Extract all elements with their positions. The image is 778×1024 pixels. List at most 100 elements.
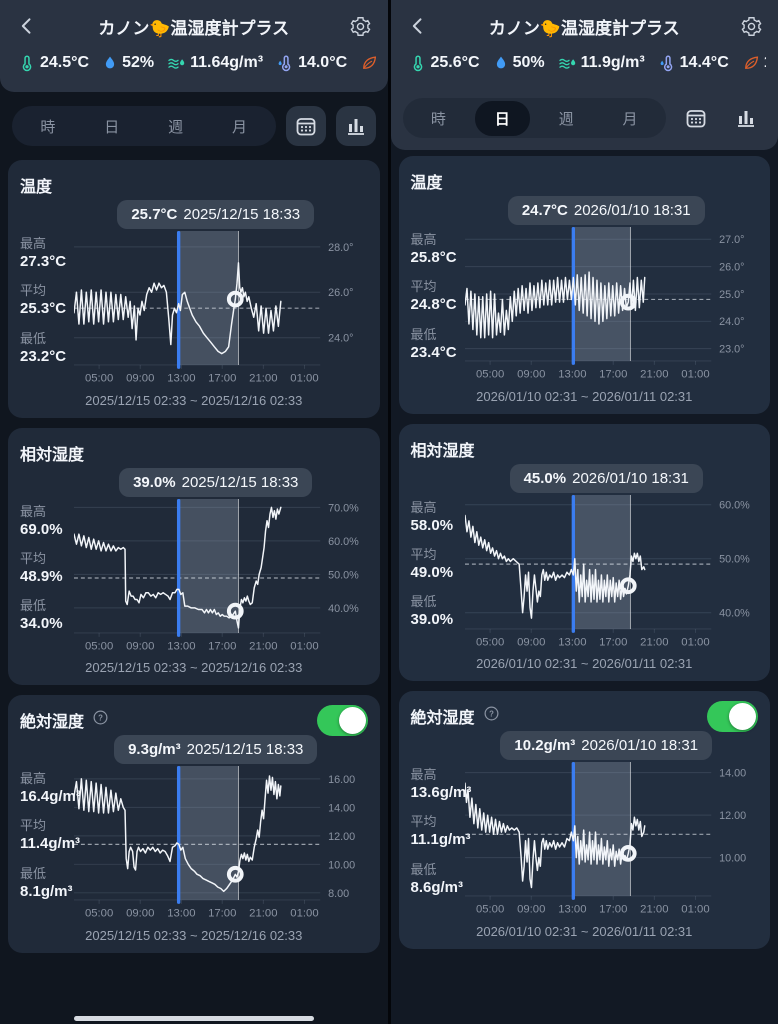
relative-humidity-card: 相対湿度 45.0% 2026/01/10 18:31 最高 58.0% 平均 49.…: [398, 423, 770, 682]
tab-week[interactable]: 週: [558, 110, 574, 128]
question-circle-icon: ?: [484, 706, 498, 721]
help-button[interactable]: ?: [92, 709, 109, 731]
settings-button[interactable]: [736, 11, 766, 41]
svg-text:01:00: 01:00: [681, 636, 709, 648]
tab-hour[interactable]: 時: [430, 110, 446, 128]
svg-text:01:00: 01:00: [681, 369, 709, 381]
temperature-chart[interactable]: 27.0° 26.0° 25.0° 24.0° 23.0° 05:00 09:00 13:00…: [464, 227, 759, 385]
svg-text:13:00: 13:00: [558, 904, 586, 916]
chart-stats-column: 最高 69.0% 平均 48.9% 最低 34.0%: [20, 499, 74, 657]
max-value: 69.0%: [20, 520, 63, 538]
absolute-humidity-waves-icon: [558, 58, 575, 69]
current-humidity: 50%: [493, 54, 545, 72]
home-indicator: [73, 1016, 314, 1021]
svg-text:24.0°: 24.0°: [719, 316, 744, 328]
card-title: 温度: [20, 179, 53, 196]
relative-humidity-chart[interactable]: 60.0% 50.0% 40.0% 05:00 09:00 13:00 17:00 21:00…: [464, 494, 759, 653]
relative-humidity-card: 相対湿度 39.0% 2025/12/15 18:33 最高 69.0% 平均 48.…: [8, 427, 380, 686]
absolute-humidity-waves-icon: [168, 58, 185, 69]
avg-value: 25.3°C: [20, 300, 67, 318]
svg-text:17:00: 17:00: [208, 373, 236, 385]
period-tabs: 時 日 週 月: [402, 98, 666, 138]
svg-text:05:00: 05:00: [85, 373, 113, 385]
svg-text:70.0%: 70.0%: [328, 502, 359, 514]
period-tabs: 時 日 週 月: [12, 106, 276, 146]
header: カノン🐤温湿度計プラス 25.6°C 50% 11.9g/m³ 14.4°C: [390, 0, 778, 92]
charts-list: 温度 24.7°C 2026/01/10 18:31 最高 25.8°C 平均 24.…: [391, 150, 778, 1024]
chart-view-button[interactable]: [726, 98, 766, 138]
settings-button[interactable]: [346, 11, 376, 41]
svg-text:09:00: 09:00: [517, 636, 545, 648]
app-screenshot-left: カノン🐤温湿度計プラス 24.5°C 52% 11.64g/m³ 14.0°C: [0, 0, 388, 1024]
svg-text:25.0°: 25.0°: [719, 289, 744, 301]
chart-tooltip: 39.0% 2025/12/15 18:33: [119, 467, 313, 497]
thermometer-icon: [413, 55, 422, 72]
current-readings-bar: 24.5°C 52% 11.64g/m³ 14.0°C 1.4: [12, 44, 376, 82]
tab-month[interactable]: 月: [232, 118, 248, 136]
toggle-knob: [338, 706, 366, 734]
chart-stats-column: 最高 25.8°C 平均 24.8°C 最低 23.4°C: [411, 227, 465, 385]
relative-humidity-chart[interactable]: 70.0% 60.0% 50.0% 40.0% 05:00 09:00 13:00 17:00…: [74, 498, 368, 657]
min-value: 34.0%: [20, 615, 63, 633]
calendar-button[interactable]: [676, 98, 716, 138]
svg-text:17:00: 17:00: [208, 908, 236, 920]
avg-value: 11.1g/m³: [410, 831, 471, 849]
chart-view-button[interactable]: [335, 106, 376, 146]
svg-text:50.0%: 50.0%: [328, 569, 359, 581]
date-range: 2025/12/15 02:33 ~ 2025/12/16 02:33: [85, 660, 303, 676]
svg-text:14.00: 14.00: [328, 802, 355, 814]
svg-text:16.00: 16.00: [328, 774, 355, 786]
svg-text:21:00: 21:00: [640, 369, 668, 381]
absolute-humidity-toggle[interactable]: [316, 704, 368, 736]
tab-hour[interactable]: 時: [40, 118, 56, 136]
svg-text:21:00: 21:00: [249, 373, 277, 385]
help-button[interactable]: ?: [483, 705, 500, 727]
tab-week[interactable]: 週: [168, 118, 184, 136]
calendar-button[interactable]: [285, 106, 326, 146]
svg-text:21:00: 21:00: [249, 640, 277, 652]
calendar-icon: [296, 118, 315, 136]
temperature-card: 温度 25.7°C 2025/12/15 18:33 最高 27.3°C 平均 25.…: [8, 160, 380, 418]
svg-text:24.0°: 24.0°: [328, 333, 353, 345]
svg-text:27.0°: 27.0°: [719, 234, 744, 246]
svg-text:09:00: 09:00: [517, 904, 545, 916]
svg-text:23.0°: 23.0°: [719, 344, 744, 356]
droplet-icon: [496, 56, 505, 69]
absolute-humidity-chart[interactable]: 16.00 14.00 12.00 10.00 8.00 05:00 09:00 13:00 1…: [74, 766, 368, 924]
svg-text:21:00: 21:00: [640, 636, 668, 648]
svg-text:17:00: 17:00: [599, 904, 627, 916]
current-dew-point: 14.0°C: [276, 54, 347, 72]
svg-text:10.00: 10.00: [328, 859, 355, 871]
svg-text:13:00: 13:00: [167, 373, 195, 385]
page-title: カノン🐤温湿度計プラス: [98, 18, 290, 38]
svg-text:01:00: 01:00: [290, 640, 318, 652]
svg-text:12.00: 12.00: [328, 831, 355, 843]
current-dew-point: 14.4°C: [658, 54, 729, 72]
chart-stats-column: 最高 13.6g/m³ 平均 11.1g/m³ 最低 8.6g/m³: [410, 767, 472, 896]
tab-day[interactable]: 日: [104, 118, 120, 136]
chart-tooltip: 25.7°C 2025/12/15 18:33: [117, 200, 315, 229]
date-range: 2026/01/10 02:31 ~ 2026/01/11 02:31: [476, 923, 693, 939]
leaf-icon: [744, 56, 758, 69]
bar-chart-icon: [738, 111, 754, 127]
svg-text:17:00: 17:00: [599, 636, 627, 648]
temperature-chart[interactable]: 28.0° 26.0° 24.0° 05:00 09:00 13:00 17:00 21:00…: [74, 231, 368, 389]
date-range: 2025/12/15 02:33 ~ 2025/12/16 02:33: [85, 927, 303, 943]
svg-text:14.00: 14.00: [719, 768, 746, 780]
app-screenshot-right: カノン🐤温湿度計プラス 25.6°C 50% 11.9g/m³ 14.4°C: [387, 0, 778, 1024]
current-absolute-humidity: 11.9g/m³: [558, 54, 645, 72]
back-button[interactable]: [12, 11, 42, 41]
svg-text:60.0%: 60.0%: [719, 499, 750, 511]
svg-text:17:00: 17:00: [208, 640, 236, 652]
back-button[interactable]: [403, 11, 433, 41]
gear-icon: [741, 16, 761, 36]
svg-text:09:00: 09:00: [126, 373, 154, 385]
avg-value: 49.0%: [410, 563, 454, 581]
max-value: 25.8°C: [410, 249, 457, 266]
tab-month[interactable]: 月: [622, 110, 638, 128]
current-humidity: 52%: [102, 54, 154, 72]
tab-day[interactable]: 日: [474, 100, 530, 136]
absolute-humidity-toggle[interactable]: [707, 700, 758, 732]
absolute-humidity-chart[interactable]: 14.00 12.00 10.00 05:00 09:00 13:00 17:00 21:00…: [464, 762, 759, 920]
bar-chart-icon: [347, 119, 364, 135]
